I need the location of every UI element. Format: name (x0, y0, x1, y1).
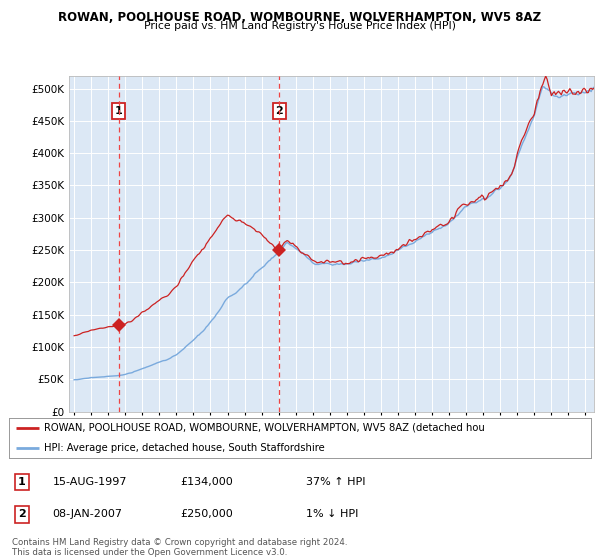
Text: 2: 2 (18, 510, 26, 520)
Text: Contains HM Land Registry data © Crown copyright and database right 2024.
This d: Contains HM Land Registry data © Crown c… (12, 538, 347, 557)
Text: Price paid vs. HM Land Registry's House Price Index (HPI): Price paid vs. HM Land Registry's House … (144, 21, 456, 31)
Text: ROWAN, POOLHOUSE ROAD, WOMBOURNE, WOLVERHAMPTON, WV5 8AZ (detached hou: ROWAN, POOLHOUSE ROAD, WOMBOURNE, WOLVER… (44, 423, 485, 433)
Text: £250,000: £250,000 (181, 510, 233, 520)
Text: 08-JAN-2007: 08-JAN-2007 (53, 510, 122, 520)
Text: £134,000: £134,000 (181, 477, 233, 487)
Text: 37% ↑ HPI: 37% ↑ HPI (306, 477, 365, 487)
Text: ROWAN, POOLHOUSE ROAD, WOMBOURNE, WOLVERHAMPTON, WV5 8AZ: ROWAN, POOLHOUSE ROAD, WOMBOURNE, WOLVER… (58, 11, 542, 24)
Text: HPI: Average price, detached house, South Staffordshire: HPI: Average price, detached house, Sout… (44, 443, 325, 453)
Text: 2: 2 (275, 106, 283, 116)
Text: 15-AUG-1997: 15-AUG-1997 (53, 477, 127, 487)
Text: 1: 1 (18, 477, 26, 487)
Text: 1% ↓ HPI: 1% ↓ HPI (306, 510, 358, 520)
Text: 1: 1 (115, 106, 122, 116)
